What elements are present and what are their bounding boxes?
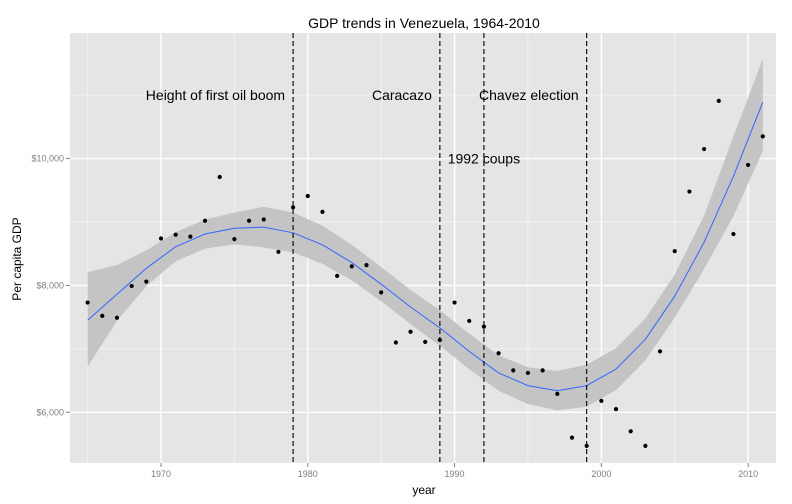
data-point [100,313,105,318]
data-point [202,218,208,223]
data-point [246,218,252,223]
data-point [511,368,516,373]
data-point [481,324,487,329]
data-point [643,443,648,448]
data-point [496,351,501,356]
data-point [173,232,178,237]
data-point [716,98,721,103]
x-tick-label: 1990 [445,469,465,479]
data-point [261,217,266,222]
data-point [335,273,340,279]
y-tick-label: $10,000 [31,154,64,164]
data-point [349,264,354,269]
data-point [525,370,531,376]
x-tick-label: 1970 [151,469,171,479]
data-points [85,98,765,448]
annotation-label: 1992 coups [448,151,520,167]
x-axis-title: year [412,483,435,497]
annotation-label: Height of first oil boom [146,87,285,103]
data-point [305,193,310,199]
confidence-band [87,59,763,411]
data-point [129,283,134,289]
annotation-label: Caracazo [372,87,432,103]
data-point [657,349,663,354]
data-point [85,300,90,305]
data-point [452,300,457,305]
data-point [731,231,736,237]
y-axis-title: Per capita GDP [10,217,24,300]
data-point [467,318,472,324]
chart-title: GDP trends in Venezuela, 1964-2010 [308,15,540,31]
data-point [569,435,575,440]
data-point [613,406,619,412]
y-axis-ticks: $6,000 $8,000 $10,000 [31,154,70,417]
data-point [393,340,398,345]
smooth-trend-line [87,101,764,392]
data-point [144,279,149,284]
data-point [687,189,692,194]
data-point [584,443,589,448]
data-point [276,249,281,254]
y-tick-label: $8,000 [36,280,64,290]
data-point [364,263,369,268]
data-point [540,368,545,373]
data-point [760,134,765,139]
data-point [423,339,428,344]
x-tick-label: 1980 [298,469,318,479]
x-axis-ticks: 1970 1980 1990 2000 2010 [151,463,758,479]
data-point [232,237,237,242]
event-annotations: Height of first oil boom Caracazo 1992 cou… [146,87,579,166]
annotation-label: Chavez election [479,87,579,103]
data-point [701,146,707,152]
data-point [291,205,296,210]
data-point [628,429,633,434]
data-point [158,236,164,241]
data-point [408,329,413,334]
data-point [672,249,677,254]
y-tick-label: $6,000 [36,407,64,417]
x-tick-label: 2000 [591,469,611,479]
data-point [188,234,193,239]
data-point [437,337,442,343]
grid-minor [70,33,776,463]
data-point [746,162,751,168]
data-point [320,209,325,214]
data-point [599,398,604,403]
data-point [114,315,120,320]
data-point [217,174,222,180]
data-point [555,391,560,396]
data-point [379,290,384,295]
x-tick-label: 2010 [738,469,758,479]
